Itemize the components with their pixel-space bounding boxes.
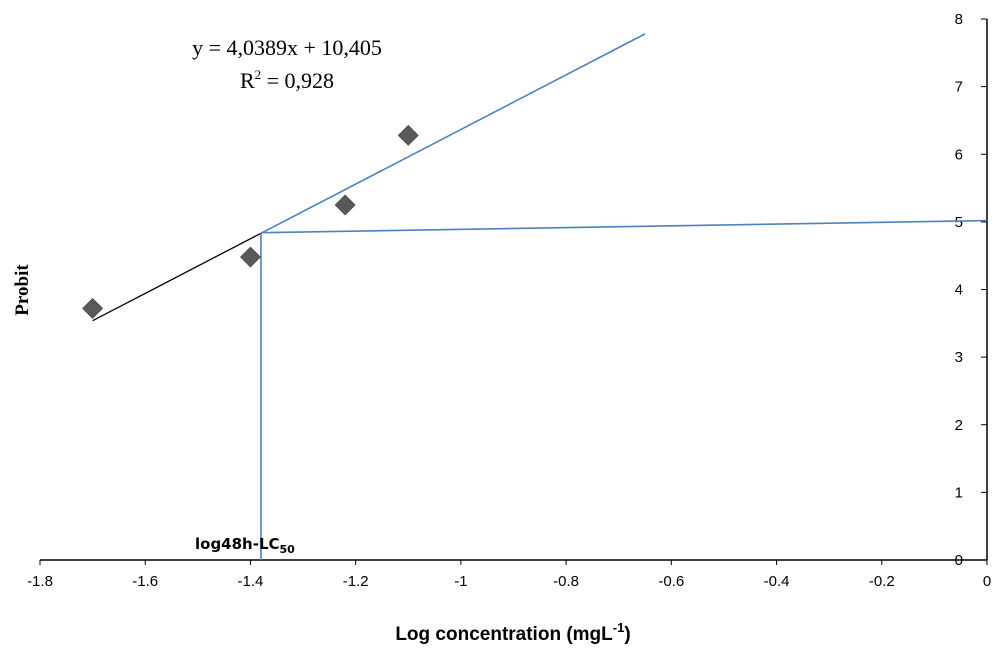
x-tick-label: -1.2 bbox=[343, 573, 369, 590]
x-tick-label: -0.8 bbox=[553, 573, 579, 590]
data-point bbox=[240, 246, 261, 268]
y-tick-label: 8 bbox=[955, 11, 963, 28]
y-tick-label: 2 bbox=[955, 417, 963, 434]
y-tick-label: 7 bbox=[955, 79, 963, 96]
r-squared-label: R2 = 0,928 bbox=[240, 67, 334, 93]
x-tick-label: -1.6 bbox=[132, 573, 158, 590]
lc50-annotation-base: log48h-LC bbox=[195, 535, 280, 553]
x-tick-label: -1.8 bbox=[27, 573, 53, 590]
x-tick-label: -0.2 bbox=[869, 573, 895, 590]
projection-line bbox=[260, 33, 646, 234]
trendline bbox=[92, 232, 262, 322]
x-tick-label: 0 bbox=[983, 573, 991, 590]
x-tick-label: -0.4 bbox=[764, 573, 790, 590]
data-point bbox=[82, 298, 104, 319]
x-axis-title-sup: -1 bbox=[613, 620, 625, 635]
y-tick-label: 5 bbox=[955, 214, 963, 231]
x-axis-title-main: Log concentration (mgL bbox=[395, 624, 613, 645]
chart-marks: -1.8 -1.6 -1.4 -1.2 -1 -0.8 -0.6 -0.4 -0.2 0 0 1 2 3 4… bbox=[27, 11, 991, 590]
x-tick-label: -1.4 bbox=[238, 573, 264, 590]
lc50-annotation-sub: 50 bbox=[280, 543, 296, 556]
r-squared-base: R bbox=[240, 68, 255, 93]
regression-equation: y = 4,0389x + 10,405 bbox=[192, 35, 382, 60]
r-squared-sup: 2 bbox=[255, 67, 262, 82]
data-point bbox=[334, 194, 356, 216]
y-tick-label: 6 bbox=[955, 146, 963, 163]
y-tick-label: 0 bbox=[955, 552, 963, 569]
r-squared-value: = 0,928 bbox=[261, 68, 334, 93]
x-axis-title-tail: ) bbox=[624, 624, 630, 645]
lc50-horizontal-line bbox=[260, 219, 988, 234]
y-axis-title: Probit bbox=[12, 264, 33, 316]
x-tick-label: -0.6 bbox=[658, 573, 684, 590]
data-point bbox=[397, 124, 419, 146]
y-tick-label: 4 bbox=[955, 282, 963, 299]
x-axis-title: Log concentration (mgL-1) bbox=[395, 620, 630, 645]
y-tick-label: 1 bbox=[955, 484, 963, 501]
lc50-annotation: log48h-LC50 bbox=[195, 535, 295, 556]
y-tick-label: 3 bbox=[955, 349, 963, 366]
x-tick-label: -1 bbox=[454, 573, 467, 590]
